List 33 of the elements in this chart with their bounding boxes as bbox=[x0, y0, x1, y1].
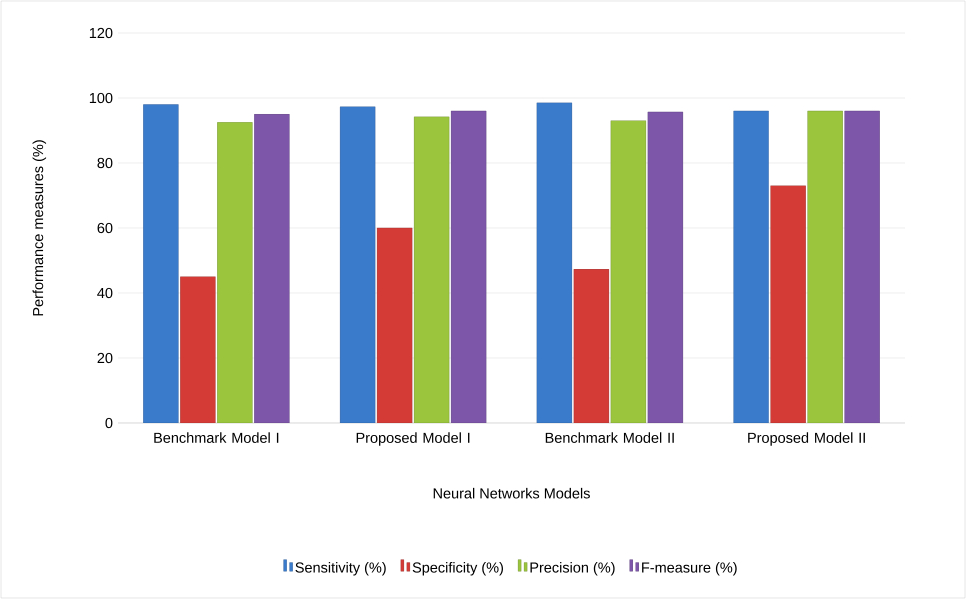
bar bbox=[536, 102, 572, 423]
y-axis-title: Performance measures (%) bbox=[32, 140, 46, 316]
y-tick-label: 40 bbox=[97, 288, 112, 298]
bar bbox=[574, 269, 610, 423]
y-tick-label: 100 bbox=[90, 92, 112, 104]
x-tick-label: Benchmark Model II bbox=[546, 432, 674, 443]
bar bbox=[376, 228, 412, 423]
x-tick-label: Proposed Model II bbox=[748, 432, 865, 446]
bar bbox=[807, 110, 843, 423]
bar bbox=[340, 106, 376, 423]
x-tick-label: Proposed Model I bbox=[356, 432, 470, 446]
bar bbox=[733, 110, 769, 423]
bar bbox=[143, 104, 179, 423]
bar bbox=[648, 112, 684, 423]
bar bbox=[610, 120, 646, 423]
bar bbox=[844, 110, 880, 423]
y-tick-label: 80 bbox=[97, 158, 112, 168]
bar bbox=[254, 114, 290, 423]
bar bbox=[450, 110, 486, 423]
legend-label: F-measure (%) bbox=[642, 562, 737, 576]
legend-label: Specificity (%) bbox=[412, 562, 503, 576]
bar bbox=[414, 116, 450, 423]
y-tick-label: 120 bbox=[90, 28, 112, 38]
y-tick-label: 20 bbox=[98, 352, 112, 364]
y-tick-label: 60 bbox=[98, 222, 112, 234]
x-axis-title: Neural Networks Models bbox=[434, 488, 590, 499]
bar bbox=[180, 276, 216, 423]
y-tick-label: 0 bbox=[105, 418, 112, 428]
legend-label: Precision (%) bbox=[530, 562, 615, 576]
legend-label: Sensitivity (%) bbox=[295, 562, 386, 576]
bar bbox=[217, 122, 253, 423]
x-tick-label: Benchmark Model I bbox=[154, 432, 278, 443]
bar bbox=[770, 186, 806, 423]
